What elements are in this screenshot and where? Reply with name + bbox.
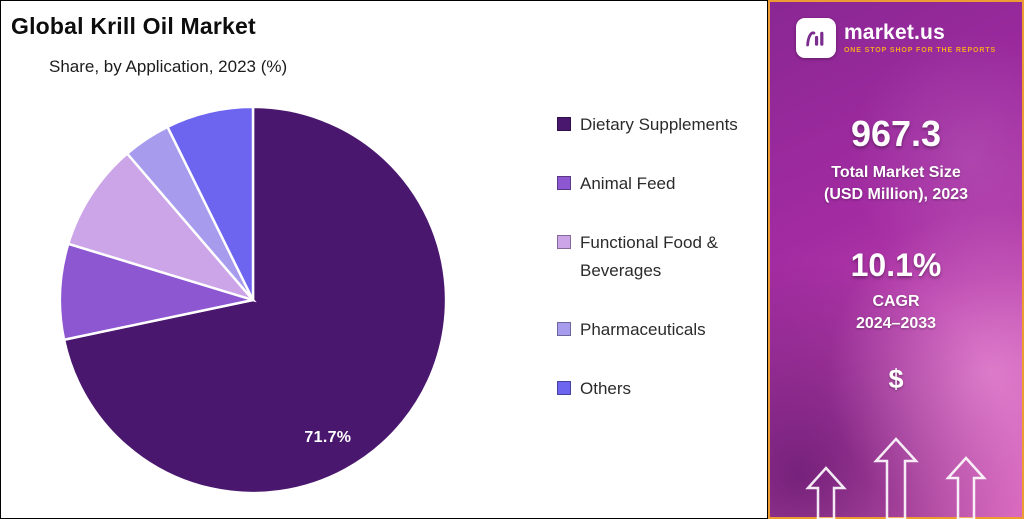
legend-label: Pharmaceuticals: [580, 320, 706, 340]
market-size-label: Total Market Size (USD Million), 2023: [824, 162, 968, 205]
market-size-label-line2: (USD Million), 2023: [823, 185, 969, 203]
chart-title: Global Krill Oil Market: [11, 13, 256, 39]
legend-swatch: [557, 176, 571, 191]
growth-arrows-icon: [805, 437, 987, 519]
cagr-label-line2: 2024–2033: [855, 314, 937, 332]
legend-swatch: [557, 235, 571, 250]
legend-label: Others: [580, 379, 632, 399]
legend-item: Animal Feed: [557, 170, 757, 198]
pie-chart: 71.7%: [56, 103, 450, 497]
legend-label: Animal Feed: [580, 174, 676, 194]
brand-panel: market.us ONE STOP SHOP FOR THE REPORTS …: [768, 0, 1024, 519]
chart-subtitle: Share, by Application, 2023 (%): [49, 57, 288, 76]
legend-item: Dietary Supplements: [557, 111, 757, 139]
pie-slice: [58, 242, 254, 342]
brand-name: market.us: [843, 21, 945, 44]
legend-swatch: [557, 117, 571, 131]
chart-panel: Global Krill Oil Market Share, by Applic…: [0, 0, 768, 519]
legend-item: Others: [557, 375, 757, 403]
brand-logo: market.us ONE STOP SHOP FOR THE REPORTS: [795, 18, 996, 58]
market-size-value: 967.3: [850, 113, 942, 154]
legend-item: Pharmaceuticals: [557, 316, 757, 344]
logo-glyph-icon: [806, 31, 824, 47]
legend: Dietary Supplements Animal Feed Functional…: [557, 111, 757, 403]
cagr-label: CAGR 2024–2033: [856, 291, 936, 334]
pie-slice: [165, 105, 255, 301]
cagr-label-line1: CAGR: [872, 293, 920, 311]
pie-slice: [66, 151, 257, 303]
legend-swatch: [557, 381, 571, 396]
pie-svg: [58, 105, 448, 495]
pie-value-label: 71.7%: [304, 428, 352, 446]
legend-label: Functional Food & Beverages: [580, 233, 718, 281]
cagr-value: 10.1%: [850, 247, 942, 284]
dollar-icon: $: [888, 364, 904, 395]
legend-swatch: [557, 322, 571, 337]
market-size-label-line1: Total Market Size: [831, 164, 961, 181]
brand-wordmark: market.us ONE STOP SHOP FOR THE REPORTS: [844, 22, 996, 54]
pie-slice: [62, 105, 448, 495]
legend-item: Functional Food & Beverages: [557, 229, 757, 285]
brand-tagline: ONE STOP SHOP FOR THE REPORTS: [843, 47, 997, 54]
legend-label: Dietary Supplements: [580, 115, 738, 134]
market-us-logo-icon: [795, 18, 836, 58]
